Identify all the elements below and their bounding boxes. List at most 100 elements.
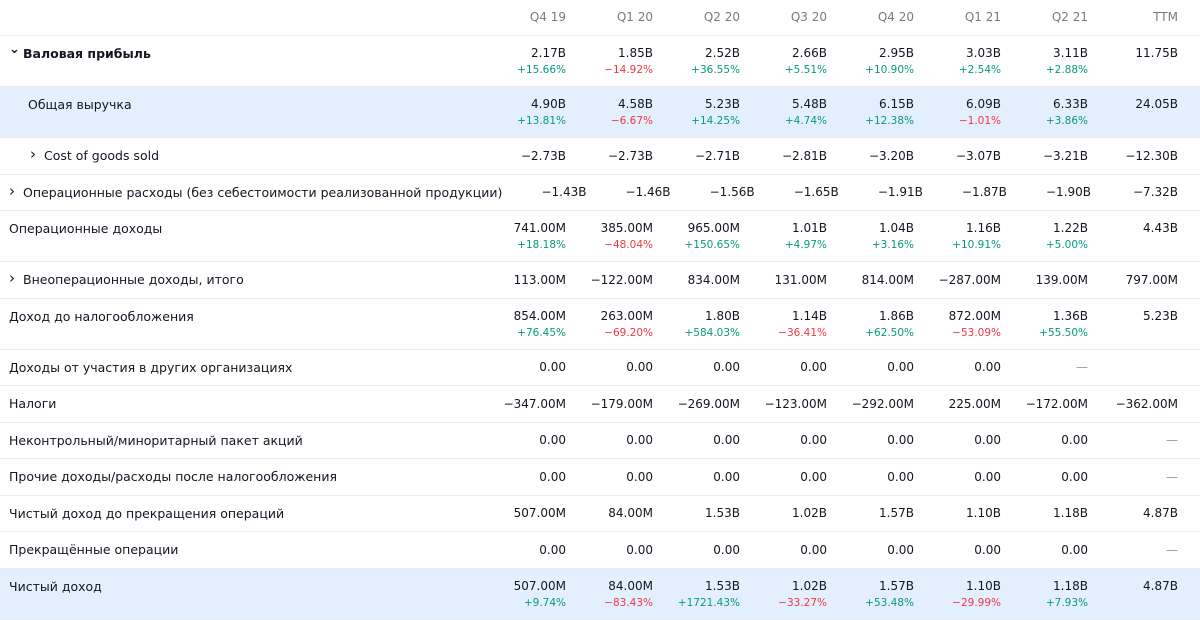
cell-value: 1.18B xyxy=(1053,578,1088,593)
table-row[interactable]: Чистый доход до прекращения операций 507.… xyxy=(0,496,1200,532)
value-cell: 1.85B −14.92% xyxy=(566,36,653,86)
column-header[interactable]: Q1 20 xyxy=(616,10,653,24)
column-header[interactable]: Q1 21 xyxy=(964,10,1001,24)
chevron-right-icon[interactable] xyxy=(30,149,44,162)
cell-value: −123.00M xyxy=(764,396,827,411)
value-cell: 1.53B xyxy=(653,496,740,532)
table-body: Валовая прибыль2.17B+15.66%1.85B−14.92%2… xyxy=(0,36,1200,620)
cell-value: −362.00M xyxy=(1115,396,1178,411)
cell-change: +9.74% xyxy=(523,596,566,609)
cell-value: 1.85B xyxy=(618,46,653,60)
row-label: Прочие доходы/расходы после налогообложе… xyxy=(0,459,479,495)
cell-value: 507.00M xyxy=(513,506,566,521)
value-cell: 4.87B xyxy=(1088,496,1200,532)
cell-value: 0.00 xyxy=(887,360,914,375)
value-cell: 1.04B +3.16% xyxy=(827,211,914,261)
cell-value: 0.00 xyxy=(626,433,653,448)
value-cell: 1.53B +1721.43% xyxy=(653,569,740,619)
value-cell: −3.21B xyxy=(1001,138,1088,174)
cell-value: −3.20B xyxy=(868,148,914,163)
cell-change: +1721.43% xyxy=(677,596,740,609)
cell-change: +13.81% xyxy=(517,115,566,127)
cell-value: 385.00M xyxy=(600,221,653,235)
cell-change: −69.20% xyxy=(604,326,653,339)
cell-value: 3.03B xyxy=(966,46,1001,60)
cell-value: 6.09B xyxy=(966,97,1001,111)
value-cell: 0.00 xyxy=(653,423,740,459)
value-cell: 0.00 xyxy=(827,459,914,495)
value-cell: 2.52B +36.55% xyxy=(653,36,740,86)
table-row[interactable]: Прочие доходы/расходы после налогообложе… xyxy=(0,459,1200,496)
table-row[interactable]: Операционные доходы 741.00M +18.18% 385.00M… xyxy=(0,211,1200,262)
cell-value: −1.43B xyxy=(541,185,587,200)
cell-value: −12.30B xyxy=(1125,148,1178,163)
cell-change: +5.00% xyxy=(1045,239,1088,251)
cell-value: 0.00 xyxy=(974,360,1001,375)
row-label-text: Cost of goods sold xyxy=(44,148,160,164)
table-row[interactable]: Cost of goods sold −2.73B −2.73B −2.71B −2.8… xyxy=(0,138,1200,175)
table-row[interactable]: Прекращённые операции 0.00 0.00 0.00 0.00 0.0… xyxy=(0,532,1200,569)
value-cell: 11.75B xyxy=(1088,36,1200,86)
cell-value: 0.00 xyxy=(887,433,914,448)
cell-change: +62.50% xyxy=(865,326,914,339)
value-cell: 1.80B +584.03% xyxy=(653,299,740,349)
value-cell: 1.16B +10.91% xyxy=(914,211,1001,261)
value-cell: 0.00 xyxy=(740,459,827,495)
cell-value: 0.00 xyxy=(800,360,827,375)
cell-change: −83.43% xyxy=(604,596,653,609)
table-row[interactable]: Операционные расходы (без себестоимости … xyxy=(0,175,1200,211)
value-cell: −1.56B xyxy=(671,175,755,211)
cell-value: 11.75B xyxy=(1135,46,1178,60)
table-row[interactable]: Чистый доход 507.00M +9.74% 84.00M −83.43% 1.… xyxy=(0,568,1200,620)
column-header[interactable]: TTM xyxy=(1153,10,1178,24)
row-label: Доход до налогообложения xyxy=(0,299,479,349)
table-row[interactable]: Налоги −347.00M −179.00M −269.00M −123.00M −2… xyxy=(0,386,1200,423)
value-cell: 3.03B +2.54% xyxy=(914,36,1001,86)
row-label-text: Доход до налогообложения xyxy=(9,308,194,324)
table-row[interactable]: Внеоперационные доходы, итого 113.00M −122… xyxy=(0,262,1200,299)
column-header[interactable]: Q2 21 xyxy=(1051,10,1088,24)
value-cell: 0.00 xyxy=(914,532,1001,568)
column-header[interactable]: Q3 20 xyxy=(790,10,827,24)
column-header[interactable]: Q4 20 xyxy=(877,10,914,24)
table-row[interactable]: Доход до налогообложения 854.00M +76.45% 26… xyxy=(0,299,1200,350)
cell-value: −3.21B xyxy=(1042,148,1088,163)
cell-value: 84.00M xyxy=(608,578,653,593)
row-label: Cost of goods sold xyxy=(0,138,479,174)
cell-value: 0.00 xyxy=(887,469,914,484)
column-header[interactable]: Q2 20 xyxy=(703,10,740,24)
cell-change: −1.01% xyxy=(958,115,1001,127)
row-label-text: Чистый доход xyxy=(9,578,102,594)
cell-value: 814.00M xyxy=(861,272,914,287)
cell-value: 1.18B xyxy=(1053,506,1088,521)
cell-value: 0.00 xyxy=(713,469,740,484)
table-row[interactable]: Доходы от участия в других организациях 0… xyxy=(0,350,1200,386)
chevron-down-icon[interactable] xyxy=(9,46,23,61)
cell-value: 872.00M xyxy=(948,308,1001,323)
cell-value: −122.00M xyxy=(590,272,653,287)
cell-value: 854.00M xyxy=(513,308,566,323)
row-label-text: Прочие доходы/расходы после налогообложе… xyxy=(9,469,338,485)
value-cell: 507.00M xyxy=(479,496,566,532)
value-cell: −179.00M xyxy=(566,386,653,422)
value-cell: 0.00 xyxy=(827,532,914,568)
cell-value: 6.33B xyxy=(1053,97,1088,111)
table-row[interactable]: Валовая прибыль2.17B+15.66%1.85B−14.92%2… xyxy=(0,36,1200,87)
cell-value: −2.71B xyxy=(694,148,740,163)
row-label-text: Операционные расходы (без себестоимости … xyxy=(23,184,503,200)
cell-value: 1.02B xyxy=(792,578,827,593)
value-cell: 814.00M xyxy=(827,262,914,298)
table-row[interactable]: Неконтрольный/миноритарный пакет акций 0.… xyxy=(0,423,1200,459)
value-cell: −1.91B xyxy=(839,175,923,211)
cell-value: 1.10B xyxy=(966,578,1001,593)
cell-value: 797.00M xyxy=(1125,272,1178,287)
value-cell: 1.18B +7.93% xyxy=(1001,569,1088,619)
cell-value: 4.87B xyxy=(1143,578,1178,593)
column-header[interactable]: Q4 19 xyxy=(529,10,566,24)
row-label-text: Доходы от участия в других организациях xyxy=(9,359,293,375)
chevron-right-icon[interactable] xyxy=(9,273,23,286)
chevron-right-icon[interactable] xyxy=(9,186,23,199)
row-label: Операционные доходы xyxy=(0,211,479,261)
table-row[interactable]: Общая выручка 4.90B +13.81% 4.58B −6.67% 5.23… xyxy=(0,87,1200,138)
cell-value: 507.00M xyxy=(513,578,566,593)
